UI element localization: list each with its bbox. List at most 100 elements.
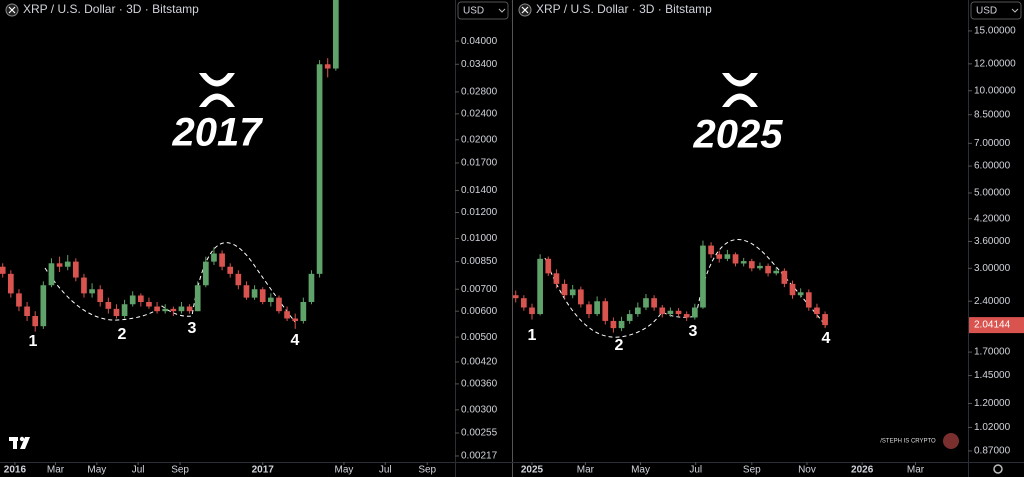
candle-body [113,308,120,317]
candle-body [48,263,55,286]
currency-label: USD [976,6,997,17]
currency-selector[interactable] [457,1,509,20]
y-tick-label: 0.02400 [461,108,498,119]
candle-body [618,320,625,329]
candle-body [602,301,609,321]
dropdown-arrow[interactable] [1011,8,1019,13]
x-tick-label: 2026 [851,465,874,476]
x-tick-label: May [87,465,106,476]
y-tick-label: 0.00217 [461,451,498,462]
candle-body [651,298,657,308]
x-tick-label: 2016 [4,465,27,476]
x-tick-label: Jul [379,465,392,476]
candle-body [105,302,112,309]
candle-body [137,295,144,303]
symbol-icon-glyph [521,6,529,14]
settings-icon[interactable] [993,464,1003,474]
pattern-arc [44,242,296,323]
candle-body [748,261,755,269]
y-tick-label: 3.00000 [974,263,1011,274]
y-tick-label: 1.45000 [974,370,1011,381]
chart-title: XRP / U.S. Dollar · 3D · Bitstamp [23,2,199,16]
year-annotation: 2017 [172,111,264,155]
candle-body [634,307,641,315]
y-tick-label: 3.60000 [974,236,1011,247]
y-tick-label: 0.00600 [461,306,498,317]
point-label: 1 [528,327,537,344]
candle-body [202,261,209,286]
currency-selector[interactable] [970,1,1022,20]
x-tick-label: May [335,465,354,476]
y-tick-label: 0.87000 [974,446,1011,457]
x-tick-label: Jul [689,465,702,476]
candle-body [97,289,104,303]
x-tick-label: Nov [798,465,816,476]
xrp-logo [722,73,758,107]
y-tick-label: 2.40000 [974,296,1011,307]
candle-body [545,258,552,274]
y-tick-label: 4.20000 [974,213,1011,224]
candles [0,0,339,332]
point-label: 3 [689,323,698,340]
candle-body [89,289,95,294]
candle-body [553,273,560,284]
y-tick-label: 0.00255 [461,428,498,439]
y-tick-label: 0.01400 [461,185,498,196]
candle-body [162,308,169,312]
candle-body [667,310,674,315]
x-tick-label: Sep [743,465,761,476]
x-tick-label: Sep [418,465,436,476]
y-tick-label: 8.50000 [974,109,1011,120]
candle-body [781,270,788,284]
candles [513,240,828,333]
candle-body [724,254,731,259]
watermark-avatar [943,433,959,449]
candle-body [292,318,299,322]
x-tick-label: Mar [577,465,595,476]
symbol-icon-glyph [8,6,16,14]
candle-body [700,245,706,308]
candle-body [814,307,820,315]
y-tick-label: 6.00000 [974,161,1011,172]
candle-body [521,298,527,308]
candle-body [259,289,266,303]
candle-body [797,292,804,296]
y-tick-label: 0.00300 [461,405,498,416]
y-tick-label: 1.70000 [974,347,1011,358]
candle-body [186,306,193,312]
candle-body [40,285,47,327]
y-tick-label: 0.00420 [461,357,498,368]
watermark: /STEPH IS CRYPTO [880,439,936,445]
candle-body [178,306,185,312]
x-tick-label: May [631,465,650,476]
currency-label: USD [463,6,484,17]
candle-body [146,302,152,307]
x-tick-label: 2017 [252,465,275,476]
candle-body [194,285,201,312]
candle-body [732,254,739,264]
candle-body [267,297,274,303]
price-tag-label: 2.04144 [974,320,1011,331]
candle-body [691,307,698,318]
x-tick-label: Mar [907,465,925,476]
tradingview-logo [9,436,30,449]
point-label: 4 [822,330,831,347]
candle-body [16,293,22,307]
candle-body [81,277,87,294]
y-tick-label: 0.00700 [461,284,498,295]
candle-body [243,285,250,298]
candle-body [56,263,63,267]
candle-body [513,295,519,299]
candle-body [594,301,600,315]
candle-body [235,273,242,286]
y-tick-label: 0.02800 [461,87,498,98]
y-tick-label: 1.20000 [974,398,1011,409]
dropdown-arrow[interactable] [498,8,506,13]
candle-body [643,298,649,308]
y-tick-label: 0.01200 [461,207,498,218]
year-annotation: 2025 [693,113,784,157]
y-tick-label: 10.00000 [974,85,1016,96]
point-label: 2 [615,337,624,354]
candle-body [284,311,290,319]
